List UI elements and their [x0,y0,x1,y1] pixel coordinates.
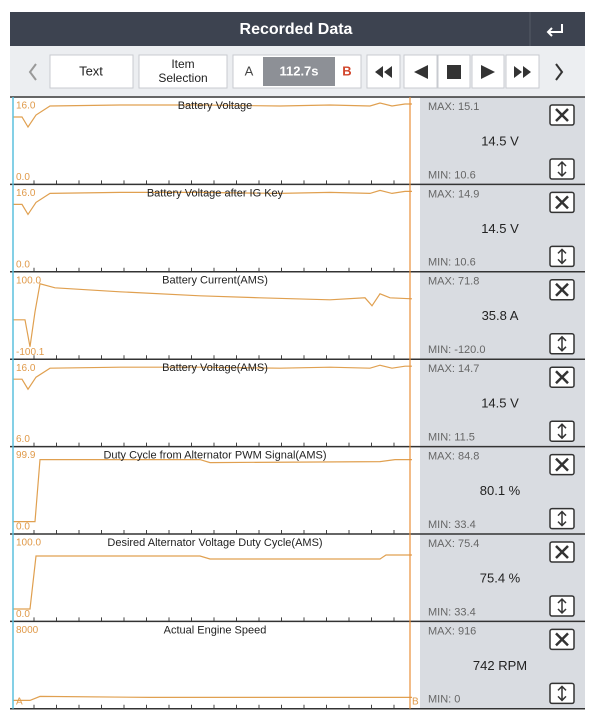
resize-icon [557,510,567,527]
graph-area [10,359,420,447]
close-icon [555,282,569,297]
min-label: MIN: 10.6 [428,169,476,181]
graph-title: Battery Voltage [178,100,253,112]
close-icon [555,195,569,210]
current-value: 742 RPM [473,658,527,673]
prev-button[interactable] [28,63,37,81]
graph-title: Duty Cycle from Alternator PWM Signal(AM… [103,450,326,462]
resize-icon [557,335,567,352]
scale-bottom: 0.0 [16,172,30,183]
next-button[interactable] [555,63,564,81]
current-value: 35.8 A [482,308,519,323]
current-value: 75.4 % [480,570,521,585]
graph-area [10,97,420,185]
resize-icon [557,685,567,702]
min-label: MIN: 10.6 [428,257,476,269]
scale-top: 16.0 [16,101,36,112]
scale-top: 100.0 [16,275,41,286]
scale-top: 100.0 [16,538,41,549]
trace [13,459,412,523]
trace [13,364,412,391]
trace [13,102,412,129]
graph-area [10,621,420,709]
scale-top: 99.9 [16,450,36,461]
min-label: MIN: 0 [428,694,460,706]
min-label: MIN: -120.0 [428,344,485,356]
graph-title: Battery Current(AMS) [162,275,268,287]
max-label: MAX: 14.7 [428,363,479,375]
resize-icon [557,597,567,615]
graph-title: Battery Voltage after IG Key [147,187,284,199]
graph-area [10,184,420,272]
close-icon [555,370,569,385]
close-icon [555,457,569,472]
scale-bottom: 6.0 [16,434,30,445]
time-value: 112.7s [279,63,318,78]
close-icon [555,545,569,559]
scale-top: 16.0 [16,363,36,374]
text-button-label: Text [79,63,103,78]
item-selection-label: Selection [158,71,207,85]
header-title: Recorded Data [240,21,353,38]
max-label: MAX: 916 [428,625,476,637]
play-icon [481,65,495,79]
step-back-icon [414,65,428,79]
max-label: MAX: 14.9 [428,188,479,200]
graph-title: Desired Alternator Voltage Duty Cycle(AM… [107,537,322,549]
resize-icon [557,423,567,440]
min-label: MIN: 33.4 [428,606,476,618]
scale-bottom: 0.0 [16,259,30,270]
rewind-icon [375,66,392,78]
fast-forward-icon [514,66,531,78]
graph-area [10,534,420,622]
marker-a[interactable]: A [245,63,254,78]
current-value: 80.1 % [480,483,521,498]
min-label: MIN: 11.5 [428,432,475,444]
item-selection-label: Item [171,57,194,71]
graph-title: Battery Voltage(AMS) [162,362,268,374]
close-icon [555,632,569,647]
scale-bottom: A [16,696,23,707]
scale-bottom: 0.0 [16,609,30,620]
stop-icon [447,65,461,79]
item-selection-button[interactable] [138,54,228,89]
trace [13,189,412,216]
current-value: 14.5 V [481,221,519,236]
text-button[interactable] [49,54,134,89]
trace [13,554,412,610]
graph-area [10,271,420,360]
max-label: MAX: 75.4 [428,538,479,550]
graph-title: Actual Engine Speed [164,624,267,636]
fast-forward-button[interactable] [505,54,540,89]
max-label: MAX: 84.8 [428,451,479,463]
cursor-b: B [412,696,419,707]
scale-bottom: 0.0 [16,522,30,533]
close-icon [555,108,569,122]
max-label: MAX: 15.1 [428,101,479,113]
marker-b[interactable]: B [342,63,351,78]
current-value: 14.5 V [481,396,519,411]
scale-top: 16.0 [16,188,36,199]
time-box [263,57,335,86]
trace [13,695,412,702]
header-bar [10,12,585,46]
current-value: 14.5 V [481,133,519,148]
resize-icon [557,248,567,265]
back-button[interactable] [546,24,563,37]
max-label: MAX: 71.8 [428,276,479,288]
scale-top: 8000 [16,625,39,636]
scale-bottom: -100.1 [16,347,45,358]
rewind-button[interactable] [366,54,401,89]
resize-icon [557,160,567,178]
min-label: MIN: 33.4 [428,519,476,531]
trace [13,283,413,347]
